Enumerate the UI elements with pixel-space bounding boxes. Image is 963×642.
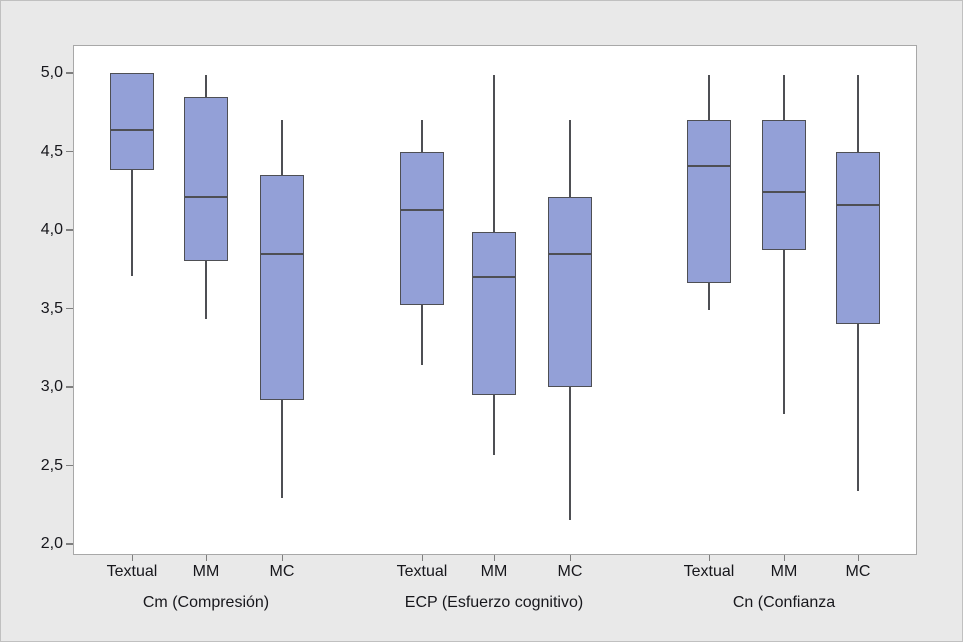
x-category-label: MM xyxy=(192,563,220,580)
y-tick-mark xyxy=(66,307,73,310)
box-median-line xyxy=(184,196,228,199)
x-tick-mark xyxy=(783,555,785,561)
box-rect xyxy=(110,73,154,171)
y-tick-mark xyxy=(66,72,73,74)
y-tick-label: 3,0 xyxy=(40,378,63,395)
x-tick-mark xyxy=(205,555,207,561)
y-tick-mark xyxy=(66,150,73,153)
box-rect xyxy=(260,175,304,400)
y-tick-label: 4,0 xyxy=(40,221,63,238)
box-rect xyxy=(687,120,731,284)
box-rect xyxy=(836,151,880,325)
box-median-line xyxy=(400,208,444,211)
y-tick-mark xyxy=(66,543,73,545)
x-tick-mark xyxy=(421,555,423,561)
x-tick-mark xyxy=(281,555,283,561)
box-median-line xyxy=(472,276,516,279)
box-rect xyxy=(472,231,516,395)
box-rect xyxy=(184,96,228,262)
box-median-line xyxy=(260,252,304,255)
x-tick-mark xyxy=(131,555,133,561)
box-rect xyxy=(762,120,806,251)
x-group-label: ECP (Esfuerzo cognitivo) xyxy=(404,594,584,611)
box-median-line xyxy=(548,252,592,255)
box-median-line xyxy=(762,191,806,194)
box-rect xyxy=(548,197,592,387)
box-median-line xyxy=(110,128,154,131)
x-tick-mark xyxy=(569,555,571,561)
x-category-label: Textual xyxy=(106,563,158,580)
x-tick-mark xyxy=(857,555,859,561)
x-group-label: Cm (Compresión) xyxy=(142,594,270,611)
box-whisker-line xyxy=(131,73,133,276)
x-category-label: Textual xyxy=(396,563,448,580)
y-tick-mark xyxy=(66,464,73,467)
y-tick-mark xyxy=(66,386,73,388)
x-category-label: MM xyxy=(770,563,798,580)
y-tick-label: 5,0 xyxy=(40,64,63,81)
x-category-label: MC xyxy=(269,563,295,580)
box-rect xyxy=(400,151,444,306)
y-tick-mark xyxy=(66,229,73,231)
x-category-label: MC xyxy=(845,563,871,580)
y-tick-label: 3,5 xyxy=(40,299,63,317)
x-tick-mark xyxy=(493,555,495,561)
y-tick-label: 4,5 xyxy=(40,142,63,160)
y-tick-label: 2,0 xyxy=(40,535,63,552)
x-group-label: Cn (Confianza xyxy=(732,594,836,611)
box-median-line xyxy=(836,203,880,206)
x-category-label: Textual xyxy=(683,563,735,580)
x-tick-mark xyxy=(708,555,710,561)
x-category-label: MM xyxy=(480,563,508,580)
y-tick-label: 2,5 xyxy=(40,456,63,474)
box-median-line xyxy=(687,164,731,167)
x-category-label: MC xyxy=(557,563,583,580)
